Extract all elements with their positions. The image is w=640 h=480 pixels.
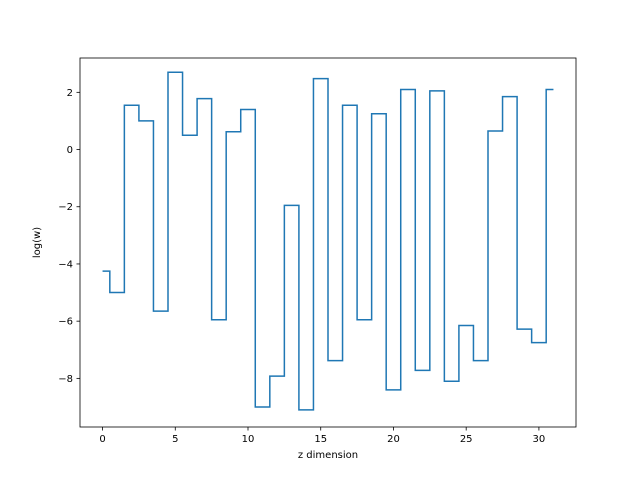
- y-tick-label: −4: [58, 259, 73, 270]
- y-tick-label: −2: [58, 202, 73, 213]
- y-axis-label: log(w): [32, 227, 43, 258]
- y-tick-label: 0: [67, 145, 73, 156]
- series-line: [102, 71, 554, 411]
- y-tick-label: −8: [58, 374, 73, 385]
- y-axis-ticks: 2 0 −2 −4 −6 −8: [58, 88, 80, 385]
- x-tick-label: 25: [460, 434, 473, 445]
- x-tick-label: 0: [99, 434, 105, 445]
- x-tick-label: 10: [242, 434, 255, 445]
- y-tick-label: 2: [67, 88, 73, 99]
- x-tick-label: 15: [314, 434, 327, 445]
- axes: [79, 57, 577, 428]
- x-axis-ticks: 0 5 10 15 20 25 30: [99, 427, 545, 445]
- y-tick-label: −6: [58, 317, 73, 328]
- plot-frame: [79, 57, 577, 428]
- x-axis-label: z dimension: [298, 450, 358, 461]
- x-tick-label: 20: [387, 434, 400, 445]
- x-tick-label: 30: [533, 434, 546, 445]
- x-tick-label: 5: [172, 434, 178, 445]
